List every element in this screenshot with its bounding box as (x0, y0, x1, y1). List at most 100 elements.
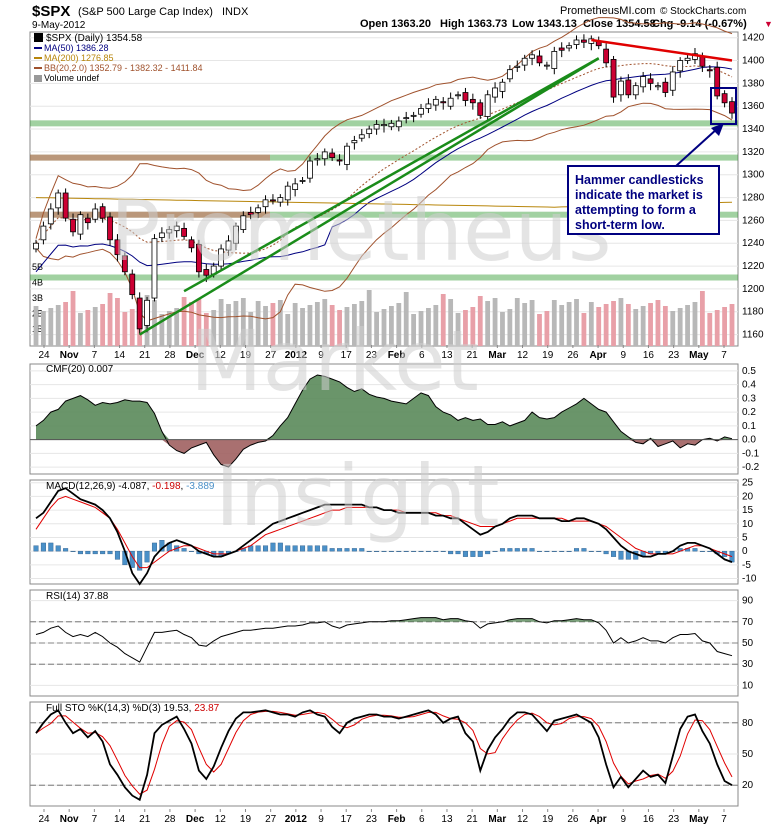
volume-bar (218, 299, 224, 346)
watermark-line-2: Market (190, 312, 479, 410)
candle-body (121, 255, 128, 273)
candle-body (529, 54, 535, 59)
support-band (30, 274, 738, 281)
x-axis-tick-label: 9 (620, 350, 626, 361)
x-axis-tick-label: 23 (366, 350, 378, 361)
macd-histogram-bar (151, 542, 157, 552)
volume-bar (314, 302, 320, 346)
price-axis-tick-label: 1180 (742, 307, 764, 318)
x-axis-tick-label: 12 (215, 814, 227, 825)
macd-histogram-bar (411, 550, 417, 552)
volume-bar (285, 314, 291, 346)
volume-bar (477, 296, 483, 346)
price-candle (484, 90, 491, 122)
macd-title-signal: -0.198 (152, 481, 181, 492)
volume-bar (122, 312, 128, 346)
macd-histogram-bar (344, 548, 350, 552)
x-axis-tick-label: 9 (620, 814, 626, 825)
price-candle (255, 204, 262, 219)
rsi-axis-tick-label: 10 (742, 680, 754, 691)
volume-bar (418, 311, 424, 346)
macd-histogram-bar (329, 548, 335, 552)
x-axis-tick-label: 26 (567, 814, 579, 825)
volume-bar (714, 310, 720, 346)
macd-histogram-bar (300, 545, 306, 552)
price-candle (632, 82, 639, 100)
candle-body (618, 80, 624, 96)
macd-histogram-bar (603, 550, 609, 555)
price-axis-tick-label: 1280 (742, 193, 765, 204)
candle-body (499, 81, 506, 92)
price-candle (395, 116, 402, 132)
candle-body (625, 79, 632, 96)
macd-histogram-bar (381, 550, 387, 552)
macd-histogram-bar (507, 548, 513, 552)
candle-body (610, 59, 617, 98)
candle-body (655, 85, 661, 88)
volume-bar (240, 298, 246, 346)
x-axis-tick-label: 17 (341, 350, 353, 361)
candle-body (114, 239, 121, 256)
candle-body (173, 225, 180, 232)
macd-axis-tick-label: 20 (742, 491, 754, 502)
macd-histogram-bar (574, 548, 580, 552)
volume-bar (485, 301, 491, 346)
price-candle (551, 46, 558, 75)
volume-bar (611, 301, 616, 346)
macd-histogram-bar (181, 548, 187, 552)
x-axis-tick-label: 19 (240, 350, 252, 361)
price-candle (195, 239, 202, 278)
x-axis-tick-label: 7 (721, 350, 727, 361)
x-axis-tick-label: Nov (60, 814, 79, 825)
volume-bar (55, 305, 61, 346)
price-candle (62, 188, 69, 222)
macd-axis-tick-label: 10 (742, 519, 754, 530)
volume-bar (270, 303, 276, 346)
price-axis-tick-label: 1420 (742, 33, 765, 44)
candle-body (321, 151, 328, 160)
volume-bar (374, 312, 379, 346)
candle-body (477, 102, 484, 116)
volume-bar (581, 313, 587, 346)
x-axis-tick-label: 14 (114, 350, 126, 361)
volume-bar (129, 309, 135, 346)
resistance-band (30, 211, 270, 218)
macd-histogram-bar (611, 550, 617, 557)
price-candle (277, 194, 284, 207)
cmf-positive-area (36, 375, 732, 440)
candle-body (669, 71, 676, 91)
legend-bb: BB(20,2.0) 1352.79 - 1382.32 - 1411.84 (44, 63, 202, 73)
sto-axis-tick-label: 50 (742, 749, 754, 760)
price-candle (166, 226, 173, 239)
price-candle (77, 211, 84, 240)
macd-axis-tick-label: 5 (742, 532, 748, 543)
candle-body (714, 66, 721, 97)
price-candle (432, 95, 439, 111)
macd-histogram-bar (40, 542, 46, 552)
volume-bar (463, 310, 468, 346)
price-candle (558, 42, 565, 58)
macd-histogram-bar (492, 550, 498, 552)
macd-title: MACD(12,26,9) -4.087, -0.198, -3.889 (46, 481, 215, 492)
close-value: Close 1354.58 (583, 18, 656, 30)
price-candle (529, 50, 535, 66)
price-axis-tick-label: 1380 (742, 78, 765, 89)
x-axis-tick-label: 23 (668, 350, 680, 361)
macd-histogram-bar (403, 550, 409, 552)
volume-bar (566, 302, 572, 346)
macd-histogram-bar (188, 550, 194, 552)
volume-bar (255, 301, 261, 346)
site-link[interactable]: PrometheusMI.com (560, 5, 655, 17)
macd-histogram-bar (292, 545, 298, 552)
macd-histogram-bar (277, 542, 283, 552)
price-candle (721, 90, 728, 108)
volume-bar (63, 302, 69, 346)
volume-bar (181, 297, 187, 346)
candle-body (647, 78, 654, 84)
x-axis-tick-label: 23 (366, 814, 378, 825)
macd-histogram-bar (544, 550, 550, 552)
rsi-title: RSI(14) 37.88 (46, 591, 109, 602)
volume-bar (618, 298, 624, 346)
macd-histogram-bar (396, 550, 402, 552)
